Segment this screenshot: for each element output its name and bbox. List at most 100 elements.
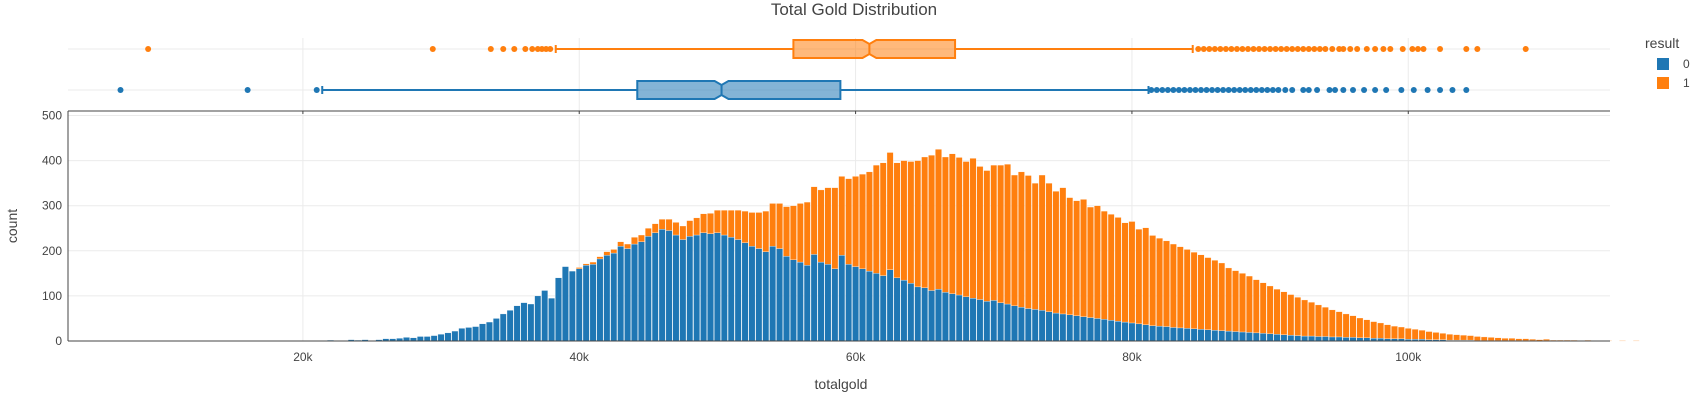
outlier-point xyxy=(1217,46,1224,52)
bar-series-0 xyxy=(893,277,901,342)
bar-series-1 xyxy=(686,220,694,237)
bar-series-1 xyxy=(693,217,700,236)
bar-series-1 xyxy=(1398,326,1405,339)
bar-series-1 xyxy=(1425,331,1433,340)
bar-series-0 xyxy=(541,290,548,342)
bar-series-1 xyxy=(1031,183,1039,310)
bar-series-0 xyxy=(1163,326,1170,342)
bar-series-0 xyxy=(1287,334,1295,342)
bar-series-1 xyxy=(1467,335,1474,341)
bar-series-0 xyxy=(569,270,576,342)
bar-series-0 xyxy=(783,256,790,342)
bar-series-1 xyxy=(1266,285,1274,334)
bar-series-0 xyxy=(527,303,535,342)
bar-series-0 xyxy=(734,239,742,342)
histogram-bars xyxy=(313,149,1640,342)
x-tick-label: 100k xyxy=(1395,350,1422,364)
bar-series-0 xyxy=(589,264,597,342)
bar-series-1 xyxy=(734,210,742,240)
bar-series-0 xyxy=(700,232,707,342)
bar-series-0 xyxy=(1011,305,1018,342)
outlier-point xyxy=(1159,87,1166,93)
bar-series-0 xyxy=(1121,321,1129,342)
outlier-point xyxy=(429,46,436,52)
outlier-point xyxy=(547,46,554,52)
bar-series-0 xyxy=(1094,318,1101,342)
outlier-point xyxy=(1463,46,1470,52)
bar-series-0 xyxy=(859,268,866,342)
legend-item-1[interactable]: 1 xyxy=(1657,76,1690,90)
outlier-point xyxy=(534,46,541,52)
bar-series-1 xyxy=(817,189,825,263)
bar-series-0 xyxy=(1149,325,1156,342)
outlier-point xyxy=(1420,46,1427,52)
bar-series-1 xyxy=(596,256,604,260)
bar-series-1 xyxy=(1004,164,1011,305)
bar-series-1 xyxy=(1439,333,1447,340)
bar-series-0 xyxy=(1315,336,1322,342)
bar-series-1 xyxy=(1411,329,1419,340)
bar-series-1 xyxy=(1308,302,1315,337)
bar-series-0 xyxy=(928,290,935,342)
bar-series-0 xyxy=(1246,332,1253,342)
bar-series-0 xyxy=(1183,328,1191,342)
legend[interactable]: result 0 1 xyxy=(1645,35,1690,90)
bar-series-1 xyxy=(645,228,652,237)
bar-series-0 xyxy=(596,258,604,342)
bar-series-1 xyxy=(1059,187,1067,315)
bar-series-0 xyxy=(1080,316,1087,342)
outlier-point xyxy=(1250,46,1257,52)
bar-series-1 xyxy=(665,219,673,231)
outlier-point xyxy=(1380,46,1387,52)
bar-series-0 xyxy=(465,327,473,342)
bar-series-1 xyxy=(914,160,922,288)
bar-series-0 xyxy=(1225,330,1232,342)
bar-series-0 xyxy=(1190,328,1198,342)
outlier-point xyxy=(1200,46,1207,52)
bar-series-0 xyxy=(1114,321,1122,342)
bar-series-1 xyxy=(962,161,970,297)
y-tick-label: 0 xyxy=(55,334,62,348)
legend-item-0[interactable]: 0 xyxy=(1657,57,1690,71)
outlier-point xyxy=(1414,46,1421,52)
outlier-point xyxy=(1258,87,1265,93)
bar-series-1 xyxy=(1107,214,1115,321)
outlier-point xyxy=(1326,87,1333,93)
bar-series-0 xyxy=(1273,334,1281,342)
outlier-point xyxy=(1305,87,1312,93)
bar-series-1 xyxy=(1494,337,1502,341)
bar-series-0 xyxy=(721,234,728,342)
bar-series-0 xyxy=(582,265,590,342)
bar-series-1 xyxy=(1163,240,1170,327)
bar-series-1 xyxy=(948,153,956,294)
outlier-point xyxy=(1340,46,1347,52)
bar-series-1 xyxy=(1128,221,1136,324)
outlier-point xyxy=(538,46,545,52)
bar-series-1 xyxy=(1315,304,1322,337)
bar-series-1 xyxy=(1024,175,1032,309)
bar-series-1 xyxy=(873,164,880,274)
bar-series-1 xyxy=(1619,340,1626,342)
outlier-point xyxy=(1305,46,1312,52)
bar-series-0 xyxy=(548,298,555,342)
bar-series-1 xyxy=(1232,270,1239,332)
outlier-point xyxy=(1372,87,1379,93)
bar-series-0 xyxy=(831,268,839,342)
bar-series-1 xyxy=(1342,313,1350,338)
bar-series-1 xyxy=(769,203,776,247)
bar-series-0 xyxy=(645,236,652,342)
bar-series-0 xyxy=(534,295,542,342)
outlier-point xyxy=(1449,87,1456,93)
bar-series-0 xyxy=(686,236,694,342)
bar-series-1 xyxy=(1349,315,1357,338)
bar-series-0 xyxy=(610,252,618,342)
outlier-point xyxy=(145,46,152,52)
bar-series-0 xyxy=(444,332,452,342)
bar-series-1 xyxy=(603,251,611,256)
bar-series-1 xyxy=(983,170,991,302)
bar-series-1 xyxy=(1377,322,1384,339)
legend-label: 0 xyxy=(1683,57,1690,71)
outlier-point xyxy=(1282,87,1289,93)
bar-series-0 xyxy=(451,330,459,342)
outlier-point xyxy=(1220,87,1227,93)
